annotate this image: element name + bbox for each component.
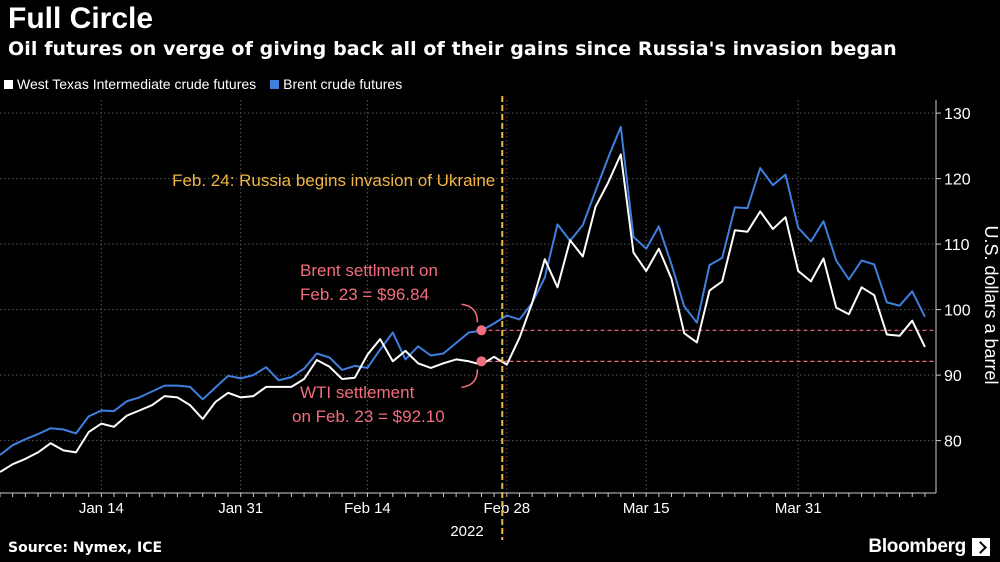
x-tick-label: Mar 31 [775, 500, 822, 517]
legend: West Texas Intermediate crude futures Br… [4, 76, 402, 92]
invasion-annotation-label: Feb. 24: Russia begins invasion of Ukrai… [172, 171, 495, 190]
x-tick-label: Mar 15 [623, 500, 670, 517]
wti-callout-line1: WTI settlement [300, 383, 415, 402]
brent-callout-line2: Feb. 23 = $96.84 [300, 285, 429, 304]
y-tick-label: 90 [944, 368, 962, 385]
legend-item-wti: West Texas Intermediate crude futures [4, 76, 256, 92]
brent-callout-connector [461, 303, 479, 323]
y-tick-label: 110 [944, 237, 970, 254]
legend-swatch-brent [270, 79, 280, 89]
x-tick-label: Feb 14 [344, 500, 391, 517]
series-line-wti [0, 153, 926, 473]
x-tick-label: Jan 31 [218, 500, 263, 517]
bloomberg-arrow-icon [972, 538, 990, 556]
y-tick-label: 80 [944, 434, 962, 451]
y-tick-label: 120 [944, 172, 971, 189]
legend-item-brent: Brent crude futures [270, 76, 402, 92]
legend-label-brent: Brent crude futures [283, 76, 403, 92]
chart-subtitle: Oil futures on verge of giving back all … [8, 38, 897, 60]
chart-title: Full Circle [8, 2, 154, 35]
x-axis-year-label: 2022 [450, 523, 483, 540]
legend-swatch-wti [4, 79, 13, 89]
brent-settlement-marker [476, 325, 487, 336]
series-line-brent [0, 125, 926, 456]
y-tick-label: 100 [944, 303, 971, 320]
wti-callout-line2: on Feb. 23 = $92.10 [292, 407, 445, 426]
x-tick-label: Jan 14 [79, 500, 124, 517]
bloomberg-logo: Bloomberg [868, 536, 966, 557]
wti-callout-connector [461, 369, 479, 389]
y-tick-label: 130 [944, 106, 971, 123]
wti-settlement-marker [476, 356, 487, 367]
source-note: Source: Nymex, ICE [8, 540, 163, 556]
legend-label-wti: West Texas Intermediate crude futures [17, 76, 257, 92]
brent-callout-line1: Brent settlment on [300, 261, 438, 280]
x-tick-label: Feb 28 [483, 500, 530, 517]
y-axis-title: U.S. dollars a barrel [981, 225, 1000, 384]
